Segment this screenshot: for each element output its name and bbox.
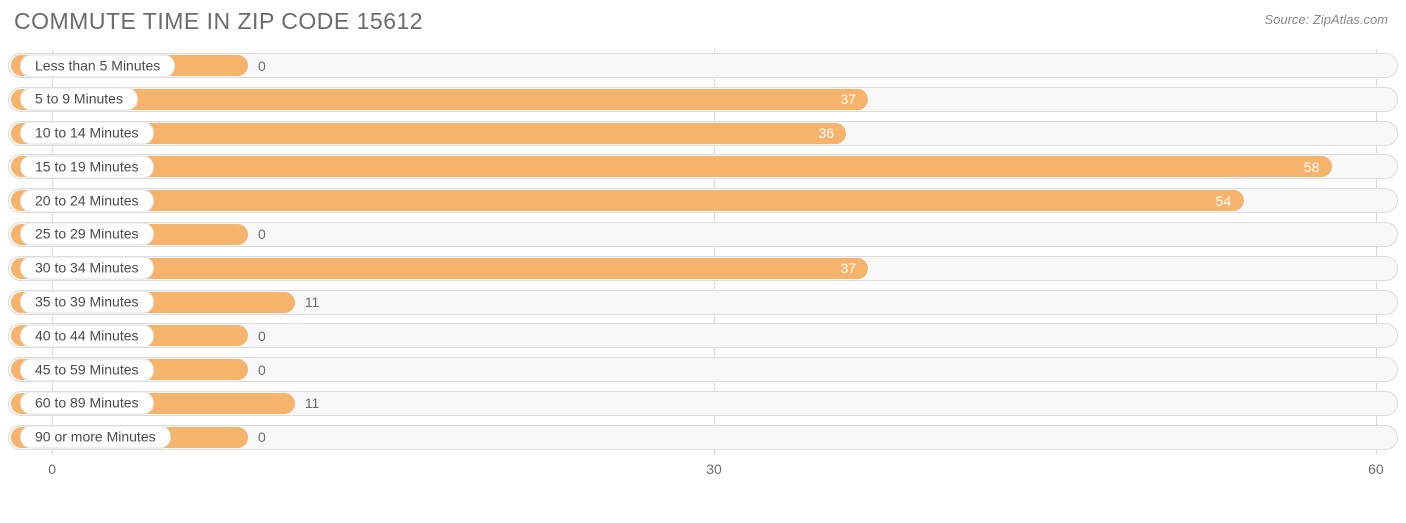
bar-row: 35 to 39 Minutes 11 <box>8 288 1398 317</box>
bar <box>11 89 868 110</box>
value-label: 11 <box>305 395 320 411</box>
value-label: 11 <box>305 294 320 310</box>
bar-row: 5 to 9 Minutes 37 <box>8 85 1398 114</box>
value-label: 0 <box>258 429 266 445</box>
category-pill: 20 to 24 Minutes <box>20 189 154 212</box>
bar-row: 25 to 29 Minutes 0 <box>8 220 1398 249</box>
category-pill: 10 to 14 Minutes <box>20 122 154 145</box>
value-label: 37 <box>840 260 856 276</box>
bar-row: 60 to 89 Minutes 11 <box>8 389 1398 418</box>
value-label: 0 <box>258 226 266 242</box>
x-tick-label: 60 <box>1368 461 1384 477</box>
bar-row: Less than 5 Minutes 0 <box>8 51 1398 80</box>
value-label: 37 <box>840 91 856 107</box>
bar <box>11 156 1332 177</box>
bar-row: 45 to 59 Minutes 0 <box>8 355 1398 384</box>
category-pill: 60 to 89 Minutes <box>20 392 154 415</box>
category-pill: 45 to 59 Minutes <box>20 358 154 381</box>
bar-row: 40 to 44 Minutes 0 <box>8 321 1398 350</box>
category-pill: 15 to 19 Minutes <box>20 155 154 178</box>
value-label: 36 <box>818 125 834 141</box>
bar <box>11 190 1244 211</box>
bar-row: 30 to 34 Minutes 37 <box>8 254 1398 283</box>
bar-row: 10 to 14 Minutes 36 <box>8 119 1398 148</box>
bar-row: 15 to 19 Minutes 58 <box>8 152 1398 181</box>
chart-title: COMMUTE TIME IN ZIP CODE 15612 <box>14 8 423 35</box>
x-tick-label: 30 <box>706 461 722 477</box>
value-label: 0 <box>258 362 266 378</box>
value-label: 0 <box>258 58 266 74</box>
category-pill: 25 to 29 Minutes <box>20 223 154 246</box>
category-pill: 40 to 44 Minutes <box>20 324 154 347</box>
bar-row: 90 or more Minutes 0 <box>8 423 1398 452</box>
value-label: 54 <box>1216 193 1232 209</box>
value-label: 58 <box>1304 159 1320 175</box>
category-pill: 35 to 39 Minutes <box>20 291 154 314</box>
category-pill: 30 to 34 Minutes <box>20 257 154 280</box>
category-pill: Less than 5 Minutes <box>20 54 175 77</box>
x-tick-label: 0 <box>48 461 56 477</box>
bar-row: 20 to 24 Minutes 54 <box>8 186 1398 215</box>
chart-source: Source: ZipAtlas.com <box>1264 8 1388 27</box>
category-pill: 90 or more Minutes <box>20 426 171 449</box>
value-label: 0 <box>258 328 266 344</box>
chart-area: Less than 5 Minutes 0 5 to 9 Minutes 37 10 t… <box>8 49 1398 479</box>
category-pill: 5 to 9 Minutes <box>20 88 138 111</box>
